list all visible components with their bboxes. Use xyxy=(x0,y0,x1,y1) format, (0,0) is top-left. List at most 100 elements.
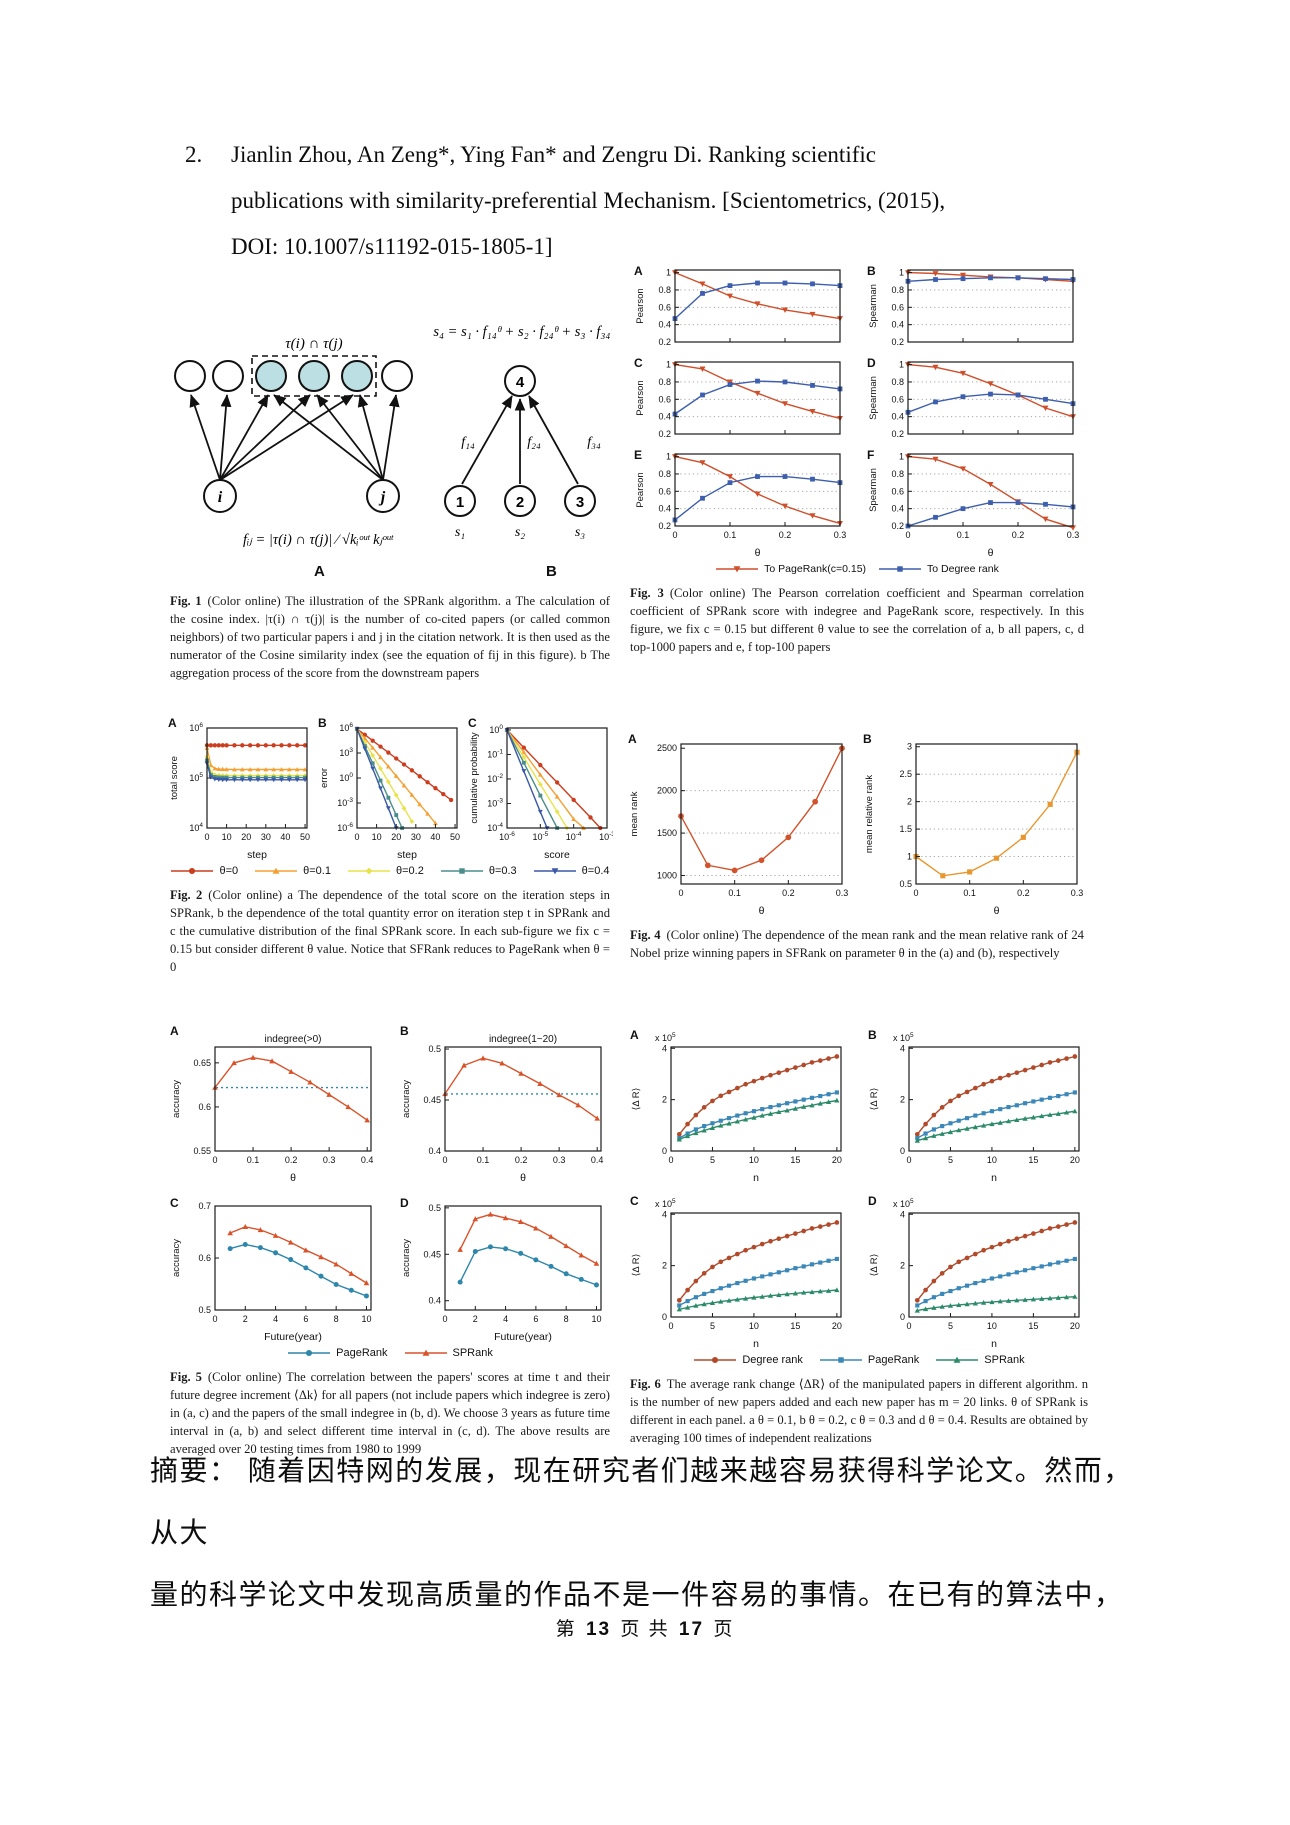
svg-text:30: 30 xyxy=(411,832,421,842)
svg-text:n: n xyxy=(753,1338,759,1350)
fig5-caption-text: (Color online) The correlation between t… xyxy=(170,1370,610,1456)
svg-text:0.2: 0.2 xyxy=(782,888,795,898)
svg-text:0: 0 xyxy=(442,1155,447,1165)
svg-text:10: 10 xyxy=(222,832,232,842)
svg-text:1.5: 1.5 xyxy=(899,824,912,834)
fig1-node-3-label: 3 xyxy=(576,494,584,511)
svg-text:x 105: x 105 xyxy=(655,1032,676,1043)
svg-text:0.4: 0.4 xyxy=(891,412,904,422)
svg-text:50: 50 xyxy=(450,832,460,842)
fig2-legend-label: θ=0.3 xyxy=(488,865,517,877)
fig1-node-j xyxy=(366,479,400,513)
footer-mid: 页 共 xyxy=(620,1619,670,1640)
svg-text:0.4: 0.4 xyxy=(428,1146,441,1156)
fig1-caption: Fig. 1 (Color online) The illustration of… xyxy=(170,593,610,682)
svg-text:cumulative probability: cumulative probability xyxy=(469,732,480,824)
svg-text:0.8: 0.8 xyxy=(658,377,671,387)
svg-text:0.7: 0.7 xyxy=(198,1201,211,1211)
svg-text:0: 0 xyxy=(662,1312,667,1322)
fig1-paper-node xyxy=(174,360,206,392)
svg-text:step: step xyxy=(247,849,267,861)
svg-text:Future(year): Future(year) xyxy=(264,1331,322,1343)
fig5-legend-label: SPRank xyxy=(452,1347,493,1359)
fig3-legend-item: To PageRank(c=0.15) xyxy=(715,563,866,575)
svg-text:0.2: 0.2 xyxy=(658,429,671,439)
svg-text:0: 0 xyxy=(905,530,910,540)
fig6-legend: Degree rank PageRank SPRank xyxy=(628,1354,1090,1366)
svg-text:10: 10 xyxy=(749,1155,759,1165)
svg-text:indegree(1~20): indegree(1~20) xyxy=(489,1034,557,1045)
fig3-caption-text: (Color online) The Pearson correlation c… xyxy=(630,586,1084,654)
svg-text:4: 4 xyxy=(900,1043,905,1053)
svg-text:10-4: 10-4 xyxy=(487,822,503,833)
svg-text:mean rank: mean rank xyxy=(629,791,640,836)
svg-text:0.45: 0.45 xyxy=(423,1095,441,1105)
svg-text:⟨Δ R⟩: ⟨Δ R⟩ xyxy=(631,1087,642,1110)
svg-text:0.2: 0.2 xyxy=(515,1155,528,1165)
fig1-s2-label: s₂ xyxy=(515,525,525,540)
fig1-node-2 xyxy=(504,485,536,517)
svg-text:1: 1 xyxy=(666,268,671,278)
svg-text:103: 103 xyxy=(339,747,353,758)
svg-text:0.2: 0.2 xyxy=(891,429,904,439)
svg-text:0.4: 0.4 xyxy=(891,320,904,330)
svg-text:0.5: 0.5 xyxy=(428,1203,441,1213)
footer-page-number: 13 xyxy=(585,1619,612,1640)
svg-text:accuracy: accuracy xyxy=(171,1080,182,1118)
svg-text:20: 20 xyxy=(832,1155,842,1165)
svg-text:0: 0 xyxy=(668,1321,673,1331)
svg-text:10: 10 xyxy=(749,1321,759,1331)
fig1-panel-a-label: A xyxy=(314,563,325,580)
svg-text:⟨Δ R⟩: ⟨Δ R⟩ xyxy=(631,1253,642,1276)
svg-text:Spearman: Spearman xyxy=(868,284,879,328)
fig1-paper-node xyxy=(381,360,413,392)
fig5-legend-label: PageRank xyxy=(336,1347,388,1359)
svg-text:1: 1 xyxy=(899,360,904,370)
svg-text:2: 2 xyxy=(662,1261,667,1271)
svg-text:10: 10 xyxy=(987,1155,997,1165)
svg-text:0: 0 xyxy=(662,1146,667,1156)
citation-number: 2. xyxy=(185,142,203,167)
svg-text:10: 10 xyxy=(987,1321,997,1331)
svg-text:4: 4 xyxy=(273,1314,278,1324)
fig1-cosine-formula: fᵢⱼ = |τ(i) ∩ τ(j)| ∕ √kᵢᵒᵘᵗ kⱼᵒᵘᵗ xyxy=(243,532,395,548)
svg-text:B: B xyxy=(868,1028,877,1042)
svg-text:D: D xyxy=(867,356,876,370)
svg-text:0: 0 xyxy=(913,888,918,898)
svg-text:0.2: 0.2 xyxy=(658,337,671,347)
svg-text:10-1: 10-1 xyxy=(487,748,503,759)
svg-text:n: n xyxy=(991,1338,997,1350)
fig6-legend-label: SPRank xyxy=(984,1354,1025,1366)
svg-text:indegree(>0): indegree(>0) xyxy=(265,1034,322,1045)
svg-text:2500: 2500 xyxy=(657,743,677,753)
svg-text:A: A xyxy=(168,716,177,730)
fig3-caption: Fig. 3 (Color online) The Pearson correla… xyxy=(630,585,1084,657)
svg-text:15: 15 xyxy=(790,1321,800,1331)
fig3-caption-tag: Fig. 3 xyxy=(630,586,664,600)
svg-text:n: n xyxy=(991,1172,997,1184)
svg-text:0.55: 0.55 xyxy=(193,1146,211,1156)
svg-text:0.6: 0.6 xyxy=(891,302,904,312)
footer-post: 页 xyxy=(713,1619,735,1640)
svg-text:0.8: 0.8 xyxy=(658,285,671,295)
svg-text:0.1: 0.1 xyxy=(477,1155,490,1165)
svg-text:0.3: 0.3 xyxy=(834,530,847,540)
svg-text:A: A xyxy=(170,1024,179,1038)
svg-text:0.2: 0.2 xyxy=(891,521,904,531)
svg-text:0: 0 xyxy=(212,1155,217,1165)
svg-text:C: C xyxy=(170,1196,179,1210)
svg-text:score: score xyxy=(544,849,570,861)
fig4-caption-tag: Fig. 4 xyxy=(630,928,661,942)
fig1-caption-text: (Color online) The illustration of the S… xyxy=(170,594,610,680)
fig1-f14-label: f₁₄ xyxy=(461,435,475,450)
svg-text:15: 15 xyxy=(790,1155,800,1165)
abstract: 摘要： 随着因特网的发展，现在研究者们越来越容易获得科学论文。然而，从大 量的科… xyxy=(150,1440,1160,1626)
